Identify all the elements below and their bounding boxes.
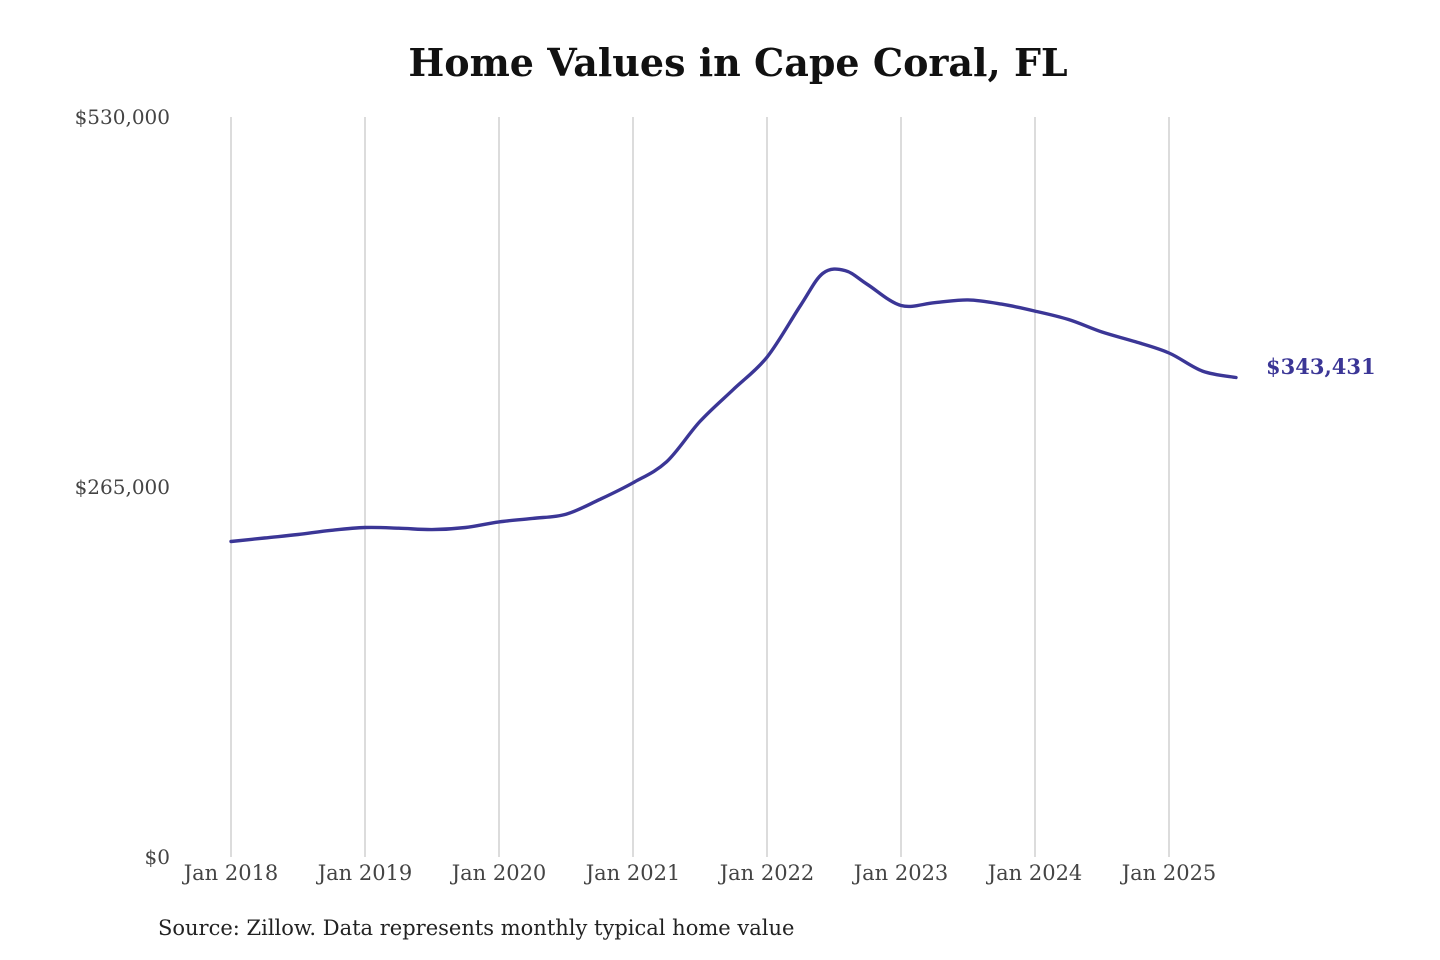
y-tick-label: $0	[145, 845, 170, 869]
gridlines	[230, 117, 1170, 857]
series-line	[229, 267, 1238, 544]
x-tick-label: Jan 2022	[718, 861, 815, 885]
x-tick-label: Jan 2021	[584, 861, 681, 885]
end-value-label: $343,431	[1266, 354, 1376, 379]
y-tick-label: $530,000	[75, 105, 170, 129]
x-axis-ticks: Jan 2018 Jan 2019 Jan 2020 Jan 2021 Jan 2022…	[182, 861, 1217, 885]
y-axis-ticks: $530,000 $265,000 $0	[75, 105, 170, 869]
chart-title: Home Values in Cape Coral, FL	[408, 40, 1068, 85]
x-tick-label: Jan 2018	[182, 861, 279, 885]
x-tick-label: Jan 2020	[450, 861, 547, 885]
source-note: Source: Zillow. Data represents monthly …	[158, 916, 795, 940]
x-tick-label: Jan 2024	[986, 861, 1083, 885]
x-tick-label: Jan 2023	[852, 861, 949, 885]
x-tick-label: Jan 2025	[1120, 861, 1217, 885]
y-tick-label: $265,000	[75, 475, 170, 499]
x-tick-label: Jan 2019	[316, 861, 413, 885]
